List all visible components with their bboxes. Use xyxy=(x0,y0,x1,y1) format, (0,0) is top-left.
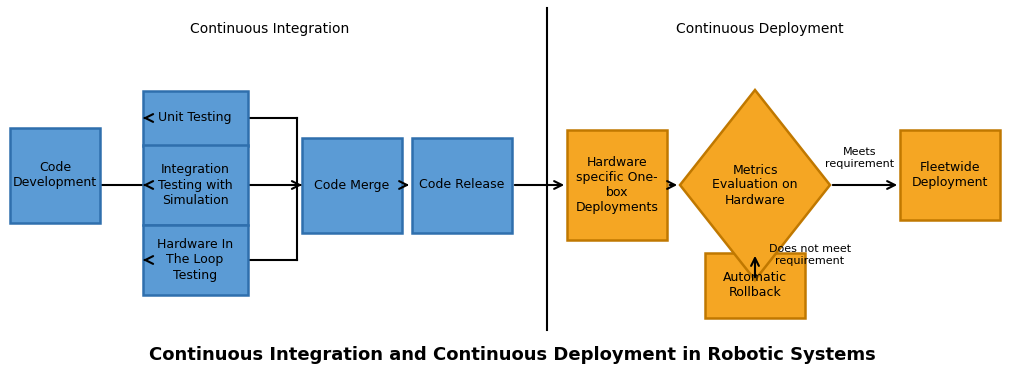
Text: Code Release: Code Release xyxy=(419,179,505,191)
Polygon shape xyxy=(680,90,830,280)
Text: Continuous Integration and Continuous Deployment in Robotic Systems: Continuous Integration and Continuous De… xyxy=(148,346,876,364)
Text: Does not meet
requirement: Does not meet requirement xyxy=(769,244,851,266)
Bar xyxy=(302,138,402,232)
Text: Code Merge: Code Merge xyxy=(314,179,389,191)
Bar xyxy=(900,130,1000,220)
Text: Fleetwide
Deployment: Fleetwide Deployment xyxy=(911,161,988,189)
Text: Unit Testing: Unit Testing xyxy=(159,112,231,125)
Bar xyxy=(142,225,248,295)
Text: Hardware
specific One-
box
Deployments: Hardware specific One- box Deployments xyxy=(575,156,658,214)
Text: Continuous Integration: Continuous Integration xyxy=(190,22,349,36)
Text: Code
Development: Code Development xyxy=(13,161,97,189)
Text: Continuous Deployment: Continuous Deployment xyxy=(676,22,844,36)
Text: Hardware In
The Loop
Testing: Hardware In The Loop Testing xyxy=(157,238,233,282)
Text: Integration
Testing with
Simulation: Integration Testing with Simulation xyxy=(158,163,232,207)
Bar xyxy=(567,130,667,240)
Bar xyxy=(142,145,248,225)
Text: Meets
requirement: Meets requirement xyxy=(825,147,895,169)
Text: Metrics
Evaluation on
Hardware: Metrics Evaluation on Hardware xyxy=(713,163,798,207)
Bar xyxy=(412,138,512,232)
Text: Automatic
Rollback: Automatic Rollback xyxy=(723,271,787,299)
Bar xyxy=(705,253,805,317)
Bar xyxy=(142,91,248,145)
Bar xyxy=(10,128,100,223)
